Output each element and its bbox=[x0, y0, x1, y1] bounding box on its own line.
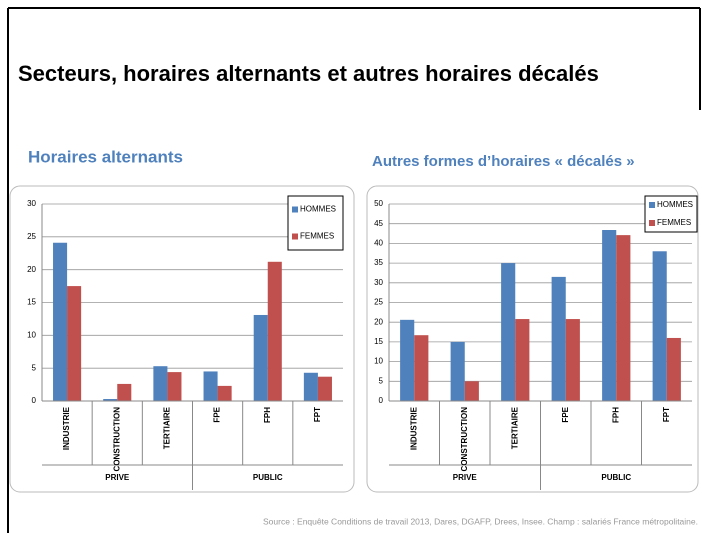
bar bbox=[400, 319, 415, 401]
y-tick-label: 20 bbox=[374, 317, 383, 326]
source: Source : Enquête Conditions de travail 2… bbox=[263, 516, 698, 526]
x-tick-label: CONSTRUCTION bbox=[460, 407, 469, 472]
legend-label: HOMMES bbox=[657, 200, 693, 209]
y-tick-label: 0 bbox=[379, 396, 384, 405]
y-tick-label: 25 bbox=[27, 232, 36, 241]
chart-title: Horaires alternants bbox=[28, 147, 183, 166]
bar bbox=[317, 376, 332, 401]
legend-swatch bbox=[649, 220, 655, 226]
bar bbox=[515, 319, 530, 401]
y-tick-label: 30 bbox=[27, 199, 36, 208]
bar bbox=[303, 372, 318, 401]
y-tick-label: 25 bbox=[374, 298, 383, 307]
y-tick-label: 30 bbox=[374, 278, 383, 287]
bar bbox=[117, 383, 132, 401]
chart-title: Autres formes d’horaires « décalés » bbox=[372, 153, 635, 170]
bar bbox=[501, 263, 516, 401]
y-tick-label: 15 bbox=[27, 298, 36, 307]
y-tick-label: 5 bbox=[379, 376, 384, 385]
bar bbox=[666, 337, 681, 401]
x-tick-label: INDUSTRIE bbox=[409, 406, 418, 450]
bar bbox=[53, 242, 68, 401]
x-tick-label: INDUSTRIE bbox=[62, 406, 71, 450]
bar bbox=[464, 381, 479, 401]
y-tick-label: 10 bbox=[27, 330, 36, 339]
bar bbox=[167, 372, 182, 401]
y-tick-label: 45 bbox=[374, 219, 383, 228]
legend-label: FEMMES bbox=[657, 218, 691, 227]
bar bbox=[103, 399, 118, 401]
bar bbox=[565, 319, 580, 401]
y-tick-label: 10 bbox=[374, 357, 383, 366]
group-label: PRIVE bbox=[105, 473, 130, 482]
bar bbox=[652, 251, 667, 401]
x-tick-label: TERTIAIRE bbox=[163, 406, 172, 449]
group-label: PUBLIC bbox=[601, 473, 631, 482]
bar bbox=[602, 230, 617, 401]
legend-box bbox=[287, 195, 344, 251]
bar bbox=[203, 371, 218, 401]
bar bbox=[616, 235, 631, 401]
bar bbox=[551, 276, 566, 401]
y-tick-label: 0 bbox=[32, 396, 37, 405]
x-tick-label: TERTIAIRE bbox=[510, 406, 519, 449]
y-tick-label: 15 bbox=[374, 337, 383, 346]
bar bbox=[153, 366, 168, 401]
bar bbox=[253, 314, 268, 401]
bar bbox=[67, 286, 82, 401]
x-tick-label: FPE bbox=[213, 406, 222, 422]
legend-swatch bbox=[292, 206, 298, 213]
legend-label: HOMMES bbox=[300, 205, 336, 214]
bar bbox=[267, 261, 282, 401]
y-tick-label: 5 bbox=[32, 363, 37, 372]
group-label: PRIVE bbox=[453, 473, 478, 482]
x-tick-label: FPH bbox=[263, 407, 272, 423]
bar bbox=[414, 335, 429, 401]
legend-swatch bbox=[292, 233, 298, 240]
x-tick-label: FPE bbox=[561, 406, 570, 422]
x-tick-label: FPT bbox=[662, 407, 671, 422]
y-tick-label: 50 bbox=[374, 199, 383, 208]
slide-title: Secteurs, horaires alternants et autres … bbox=[18, 61, 599, 86]
y-tick-label: 20 bbox=[27, 265, 36, 274]
legend-swatch bbox=[649, 202, 655, 208]
bar bbox=[450, 341, 465, 401]
legend-label: FEMMES bbox=[300, 232, 334, 241]
x-tick-label: FPH bbox=[611, 407, 620, 423]
y-tick-label: 40 bbox=[374, 239, 383, 248]
y-tick-label: 35 bbox=[374, 258, 383, 267]
x-tick-label: FPT bbox=[313, 407, 322, 422]
group-label: PUBLIC bbox=[253, 473, 283, 482]
x-tick-label: CONSTRUCTION bbox=[112, 407, 121, 472]
bar bbox=[217, 385, 232, 401]
